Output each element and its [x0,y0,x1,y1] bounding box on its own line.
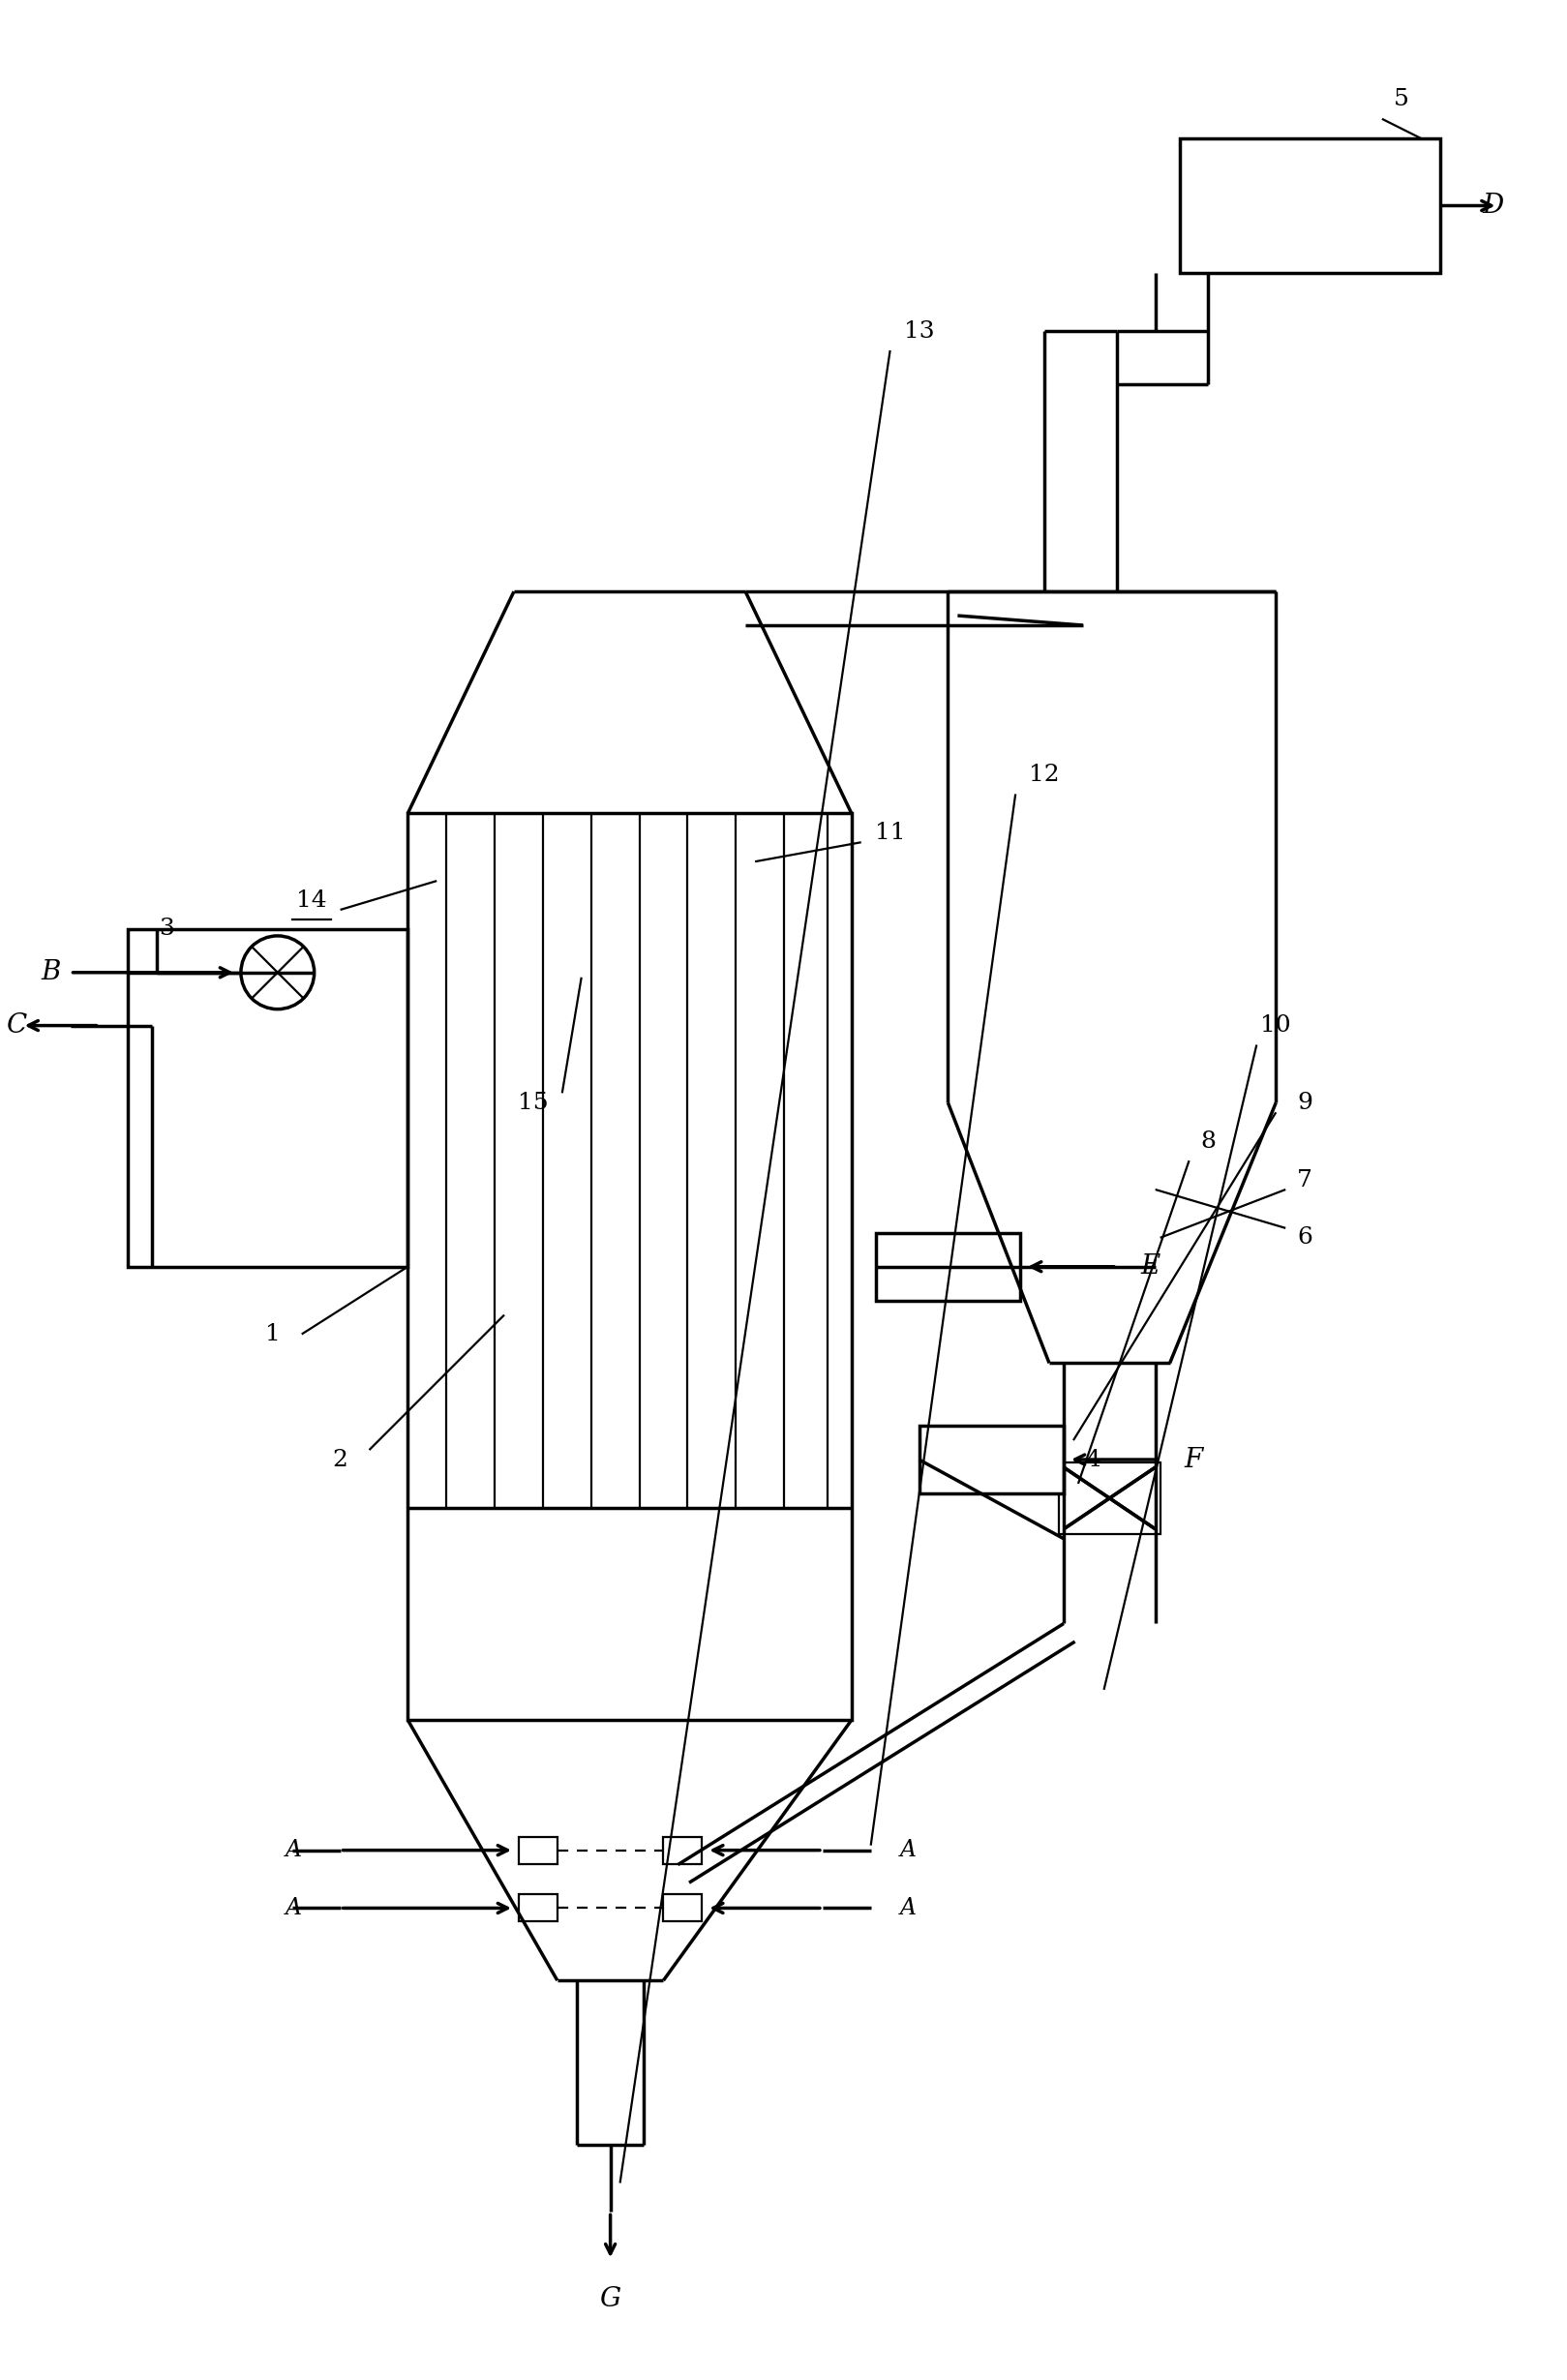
Text: 2: 2 [332,1449,348,1471]
Text: 9: 9 [1297,1092,1313,1114]
Text: 15: 15 [517,1092,548,1114]
Text: A: A [899,1897,917,1918]
Text: C: C [6,1012,28,1038]
Bar [519,1894,558,1921]
Text: 14: 14 [296,890,326,912]
Bar [519,1837,558,1864]
Text: B: B [41,959,61,985]
Text: 1: 1 [265,1323,280,1345]
Text: A: A [899,1840,917,1861]
Text: E: E [1141,1254,1160,1280]
Text: 11: 11 [874,821,906,845]
Text: 4: 4 [1084,1449,1100,1471]
Bar [128,928,407,1266]
Bar [876,1233,1020,1299]
Bar [663,1837,702,1864]
Text: F: F [1185,1447,1203,1473]
Text: A: A [285,1897,302,1918]
Text: D: D [1482,193,1504,219]
Bar [1180,138,1440,274]
Text: 10: 10 [1260,1014,1291,1038]
Text: 6: 6 [1297,1226,1313,1249]
Text: 12: 12 [1030,764,1059,785]
Text: 13: 13 [904,319,934,343]
Text: 7: 7 [1297,1169,1313,1190]
Text: 5: 5 [1393,88,1409,112]
Text: 3: 3 [158,919,174,940]
Bar [663,1894,702,1921]
Text: A: A [285,1840,302,1861]
Text: G: G [600,2285,621,2311]
Bar [407,814,851,1721]
Bar [918,1426,1064,1492]
Bar [1059,1461,1160,1533]
Text: 8: 8 [1200,1130,1216,1152]
